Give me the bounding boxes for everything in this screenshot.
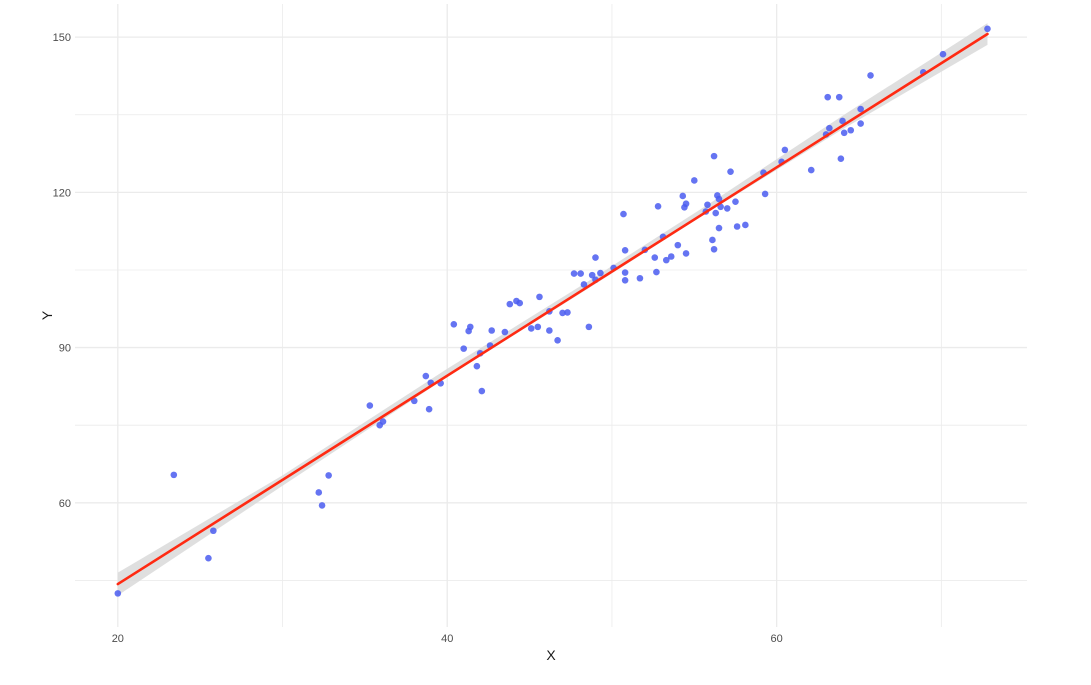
data-point xyxy=(662,256,670,264)
data-point xyxy=(837,155,845,163)
data-point xyxy=(534,323,542,331)
data-point xyxy=(585,323,593,331)
data-point xyxy=(170,471,178,479)
x-tick-label: 20 xyxy=(112,633,124,645)
data-point xyxy=(636,274,644,282)
data-point xyxy=(826,124,833,132)
data-point xyxy=(564,309,571,316)
regression-line xyxy=(116,32,989,586)
y-axis-title: Y xyxy=(39,310,55,320)
data-point xyxy=(984,25,991,33)
data-point xyxy=(597,269,604,277)
data-point xyxy=(506,300,514,308)
data-point xyxy=(715,224,723,232)
data-point xyxy=(546,327,553,334)
data-point xyxy=(488,327,496,334)
data-point xyxy=(704,201,711,209)
data-point xyxy=(516,299,524,307)
data-point xyxy=(674,241,682,249)
data-point xyxy=(651,254,659,261)
fit-line-layer xyxy=(116,32,989,586)
y-tick-label: 90 xyxy=(59,343,71,355)
data-point xyxy=(847,126,855,134)
data-point xyxy=(460,345,468,352)
data-point xyxy=(727,168,734,175)
data-point xyxy=(653,268,660,276)
data-point xyxy=(450,321,458,328)
data-point xyxy=(473,362,481,370)
data-point xyxy=(654,203,662,210)
grid-layer xyxy=(75,4,1027,627)
data-point xyxy=(588,271,596,279)
data-point xyxy=(554,337,561,344)
data-point xyxy=(466,323,474,331)
data-point xyxy=(580,281,588,288)
data-point xyxy=(501,328,509,336)
data-point xyxy=(835,93,843,101)
data-point xyxy=(857,120,864,127)
data-points-layer xyxy=(114,25,991,597)
data-point xyxy=(410,397,418,405)
data-point xyxy=(742,221,749,229)
x-tick-label: 40 xyxy=(441,633,453,645)
data-point xyxy=(857,105,864,113)
data-point xyxy=(366,402,374,409)
data-point xyxy=(824,93,832,101)
data-point xyxy=(620,210,627,218)
data-point xyxy=(425,405,433,413)
data-point xyxy=(807,166,815,174)
y-tick-label: 120 xyxy=(53,187,71,199)
data-point xyxy=(690,177,698,184)
data-point xyxy=(114,590,122,597)
data-point xyxy=(315,489,323,496)
data-point xyxy=(867,72,874,79)
data-point xyxy=(761,190,769,198)
data-point xyxy=(559,309,566,317)
data-point xyxy=(478,387,486,395)
data-point xyxy=(621,269,629,276)
data-point xyxy=(318,502,326,509)
data-point xyxy=(710,245,718,253)
data-point xyxy=(527,325,535,332)
tick-labels-layer: 20 40 60 60 90 120 150 xyxy=(53,32,783,645)
x-tick-label: 60 xyxy=(771,633,783,645)
data-point xyxy=(379,418,387,425)
data-point xyxy=(570,270,578,277)
y-tick-label: 60 xyxy=(59,498,71,510)
data-point xyxy=(621,277,629,284)
data-point xyxy=(682,200,690,208)
data-point xyxy=(205,554,212,562)
x-axis-title: X xyxy=(546,647,556,663)
data-point xyxy=(733,223,741,230)
data-point xyxy=(723,205,731,212)
data-point xyxy=(679,192,687,200)
data-point xyxy=(939,50,947,58)
data-point xyxy=(710,152,718,160)
data-point xyxy=(621,247,629,254)
data-point xyxy=(667,253,675,260)
data-point xyxy=(592,254,599,261)
data-point xyxy=(682,250,690,257)
data-point xyxy=(210,527,217,535)
data-point xyxy=(712,209,720,217)
data-point xyxy=(325,472,332,479)
data-point xyxy=(839,117,846,125)
data-point xyxy=(781,146,789,154)
data-point xyxy=(840,129,848,137)
data-point xyxy=(422,372,430,380)
data-point xyxy=(536,293,543,301)
data-point xyxy=(715,195,723,203)
data-point xyxy=(577,270,584,277)
data-point xyxy=(709,236,716,244)
y-tick-label: 150 xyxy=(53,32,71,44)
data-point xyxy=(732,198,739,205)
